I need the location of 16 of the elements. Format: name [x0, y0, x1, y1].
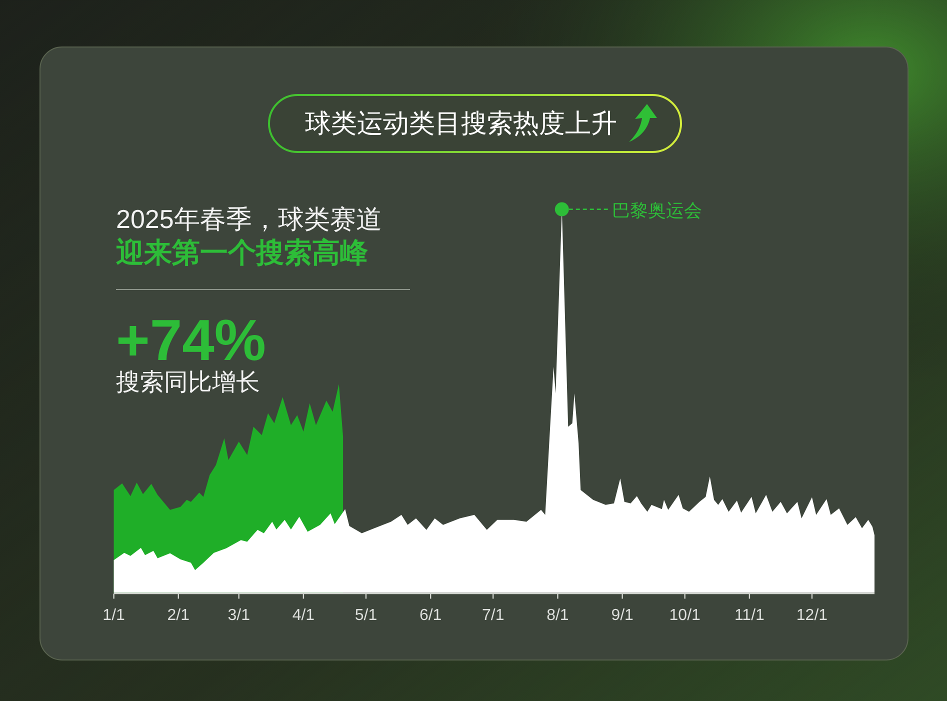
annotation: 2025年春季，球类赛道: [116, 204, 382, 234]
x-tick-label: 3/1: [228, 607, 250, 624]
x-tick-label: 7/1: [482, 607, 504, 624]
x-tick-label: 5/1: [354, 607, 378, 624]
x-tick-label: 11/1: [734, 607, 765, 624]
x-tick-label: 12/1: [796, 607, 828, 624]
x-tick-label: 2/1: [167, 607, 190, 624]
x-tick-label: 9/1: [611, 607, 634, 624]
x-tick-label: 6/1: [419, 607, 442, 624]
annotation: 巴黎奥运会: [612, 200, 702, 220]
x-tick-label: 8/1: [546, 607, 569, 624]
chart-title: 球类运动类目搜索热度上升: [305, 108, 617, 138]
x-tick-label: 1/1: [102, 607, 126, 624]
annotation: 迎来第一个搜索高峰: [115, 237, 368, 268]
x-tick-label: 10/1: [669, 607, 701, 624]
x-tick-label: 4/1: [292, 607, 315, 624]
